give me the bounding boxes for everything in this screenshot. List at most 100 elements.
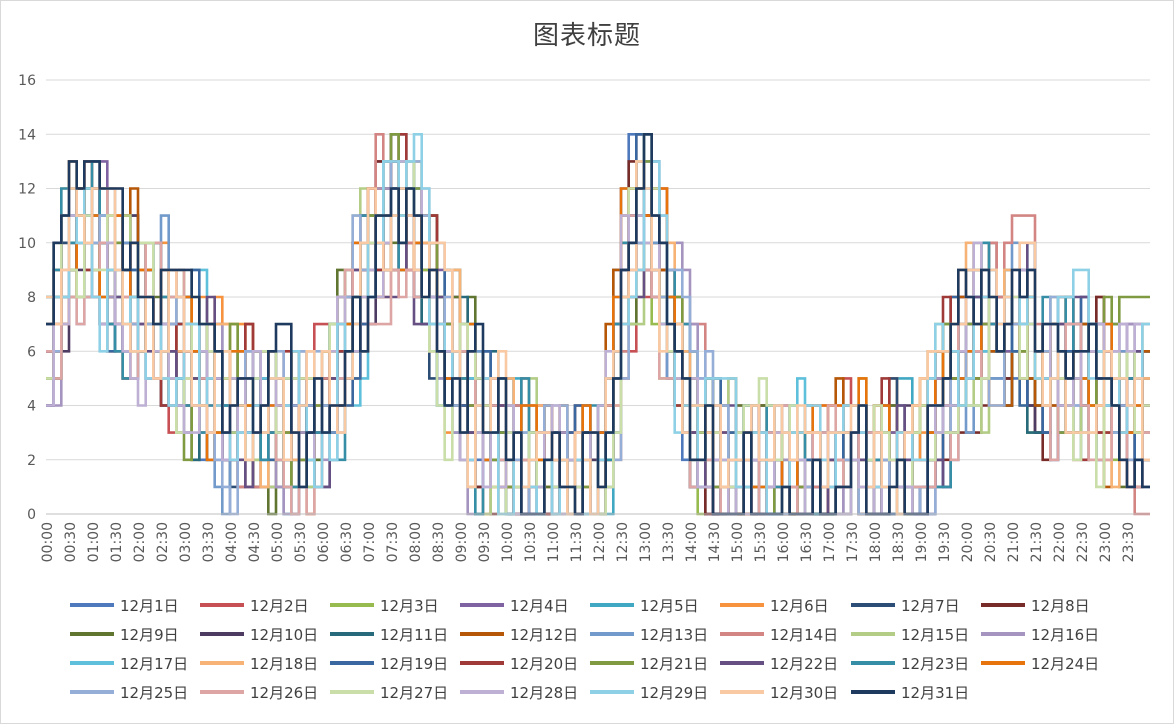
legend-item: 12月16日 bbox=[981, 626, 1099, 644]
legend-label: 12月12日 bbox=[510, 626, 578, 644]
x-tick-label: 20:30 bbox=[983, 522, 999, 562]
x-tick-label: 21:00 bbox=[1006, 522, 1022, 562]
x-tick-label: 20:00 bbox=[960, 522, 976, 562]
x-tick-label: 21:30 bbox=[1029, 522, 1045, 562]
x-tick-label: 17:30 bbox=[845, 522, 861, 562]
legend-label: 12月2日 bbox=[250, 597, 309, 615]
x-tick-label: 19:00 bbox=[914, 522, 930, 562]
legend-item: 12月28日 bbox=[460, 684, 578, 702]
legend-label: 12月10日 bbox=[250, 626, 318, 644]
legend-label: 12月8日 bbox=[1031, 597, 1090, 615]
y-tick-label: 4 bbox=[27, 399, 36, 415]
y-tick-label: 12 bbox=[18, 182, 36, 198]
x-tick-label: 09:00 bbox=[454, 522, 470, 562]
legend-item: 12月25日 bbox=[70, 684, 188, 702]
x-tick-label: 00:00 bbox=[40, 522, 56, 562]
legend-label: 12月17日 bbox=[120, 655, 188, 673]
x-tick-label: 06:30 bbox=[339, 522, 355, 562]
x-tick-label: 01:30 bbox=[109, 522, 125, 562]
x-tick-label: 02:00 bbox=[132, 522, 148, 562]
x-tick-label: 13:30 bbox=[661, 522, 677, 562]
legend-item: 12月11日 bbox=[330, 626, 448, 644]
legend-item: 12月18日 bbox=[200, 655, 318, 673]
legend-label: 12月25日 bbox=[120, 684, 188, 702]
x-tick-label: 19:30 bbox=[937, 522, 953, 562]
legend-label: 12月4日 bbox=[510, 597, 569, 615]
x-tick-label: 15:30 bbox=[753, 522, 769, 562]
x-tick-label: 16:30 bbox=[799, 522, 815, 562]
y-tick-label: 6 bbox=[27, 344, 36, 360]
legend-label: 12月15日 bbox=[901, 626, 969, 644]
legend-label: 12月1日 bbox=[120, 597, 179, 615]
legend-label: 12月11日 bbox=[380, 626, 448, 644]
legend-item: 12月31日 bbox=[851, 684, 969, 702]
legend-item: 12月19日 bbox=[330, 655, 448, 673]
x-tick-label: 22:30 bbox=[1075, 522, 1091, 562]
legend-label: 12月31日 bbox=[901, 684, 969, 702]
legend-label: 12月13日 bbox=[640, 626, 708, 644]
legend-item: 12月24日 bbox=[981, 655, 1099, 673]
x-tick-label: 08:30 bbox=[431, 522, 447, 562]
x-tick-label: 16:00 bbox=[776, 522, 792, 562]
legend-item: 12月27日 bbox=[330, 684, 448, 702]
legend-label: 12月20日 bbox=[510, 655, 578, 673]
x-tick-label: 08:00 bbox=[408, 522, 424, 562]
x-tick-label: 17:00 bbox=[822, 522, 838, 562]
legend-label: 12月18日 bbox=[250, 655, 318, 673]
legend-item: 12月7日 bbox=[851, 597, 960, 615]
x-tick-label: 13:00 bbox=[638, 522, 654, 562]
x-tick-label: 11:30 bbox=[569, 522, 585, 562]
x-tick-label: 15:00 bbox=[730, 522, 746, 562]
x-tick-label: 04:30 bbox=[247, 522, 263, 562]
legend-item: 12月21日 bbox=[590, 655, 708, 673]
legend-item: 12月23日 bbox=[851, 655, 969, 673]
legend-item: 12月9日 bbox=[70, 626, 179, 644]
legend-label: 12月22日 bbox=[770, 655, 838, 673]
x-tick-label: 05:00 bbox=[270, 522, 286, 562]
x-tick-label: 23:30 bbox=[1121, 522, 1137, 562]
y-tick-label: 0 bbox=[27, 507, 36, 523]
legend-item: 12月22日 bbox=[720, 655, 838, 673]
legend-item: 12月26日 bbox=[200, 684, 318, 702]
legend-label: 12月28日 bbox=[510, 684, 578, 702]
x-tick-label: 04:00 bbox=[224, 522, 240, 562]
y-tick-label: 8 bbox=[27, 290, 36, 306]
x-tick-label: 12:00 bbox=[592, 522, 608, 562]
x-tick-label: 10:30 bbox=[523, 522, 539, 562]
legend-item: 12月30日 bbox=[720, 684, 838, 702]
legend-item: 12月6日 bbox=[720, 597, 829, 615]
legend-item: 12月2日 bbox=[200, 597, 309, 615]
legend-item: 12月17日 bbox=[70, 655, 188, 673]
legend-label: 12月3日 bbox=[380, 597, 439, 615]
x-tick-label: 07:00 bbox=[362, 522, 378, 562]
legend-label: 12月23日 bbox=[901, 655, 969, 673]
legend-item: 12月12日 bbox=[460, 626, 578, 644]
x-tick-label: 22:00 bbox=[1052, 522, 1068, 562]
x-tick-label: 12:30 bbox=[615, 522, 631, 562]
x-tick-label: 03:30 bbox=[201, 522, 217, 562]
x-tick-label: 03:00 bbox=[178, 522, 194, 562]
x-tick-label: 18:00 bbox=[868, 522, 884, 562]
legend-label: 12月24日 bbox=[1031, 655, 1099, 673]
x-tick-label: 14:00 bbox=[684, 522, 700, 562]
legend-label: 12月5日 bbox=[640, 597, 699, 615]
chart-title: 图表标题 bbox=[532, 21, 641, 51]
legend-item: 12月5日 bbox=[590, 597, 699, 615]
series-lines bbox=[46, 133, 1150, 516]
legend-label: 12月30日 bbox=[770, 684, 838, 702]
x-tick-label: 11:00 bbox=[546, 522, 562, 562]
x-tick-label: 06:00 bbox=[316, 522, 332, 562]
x-tick-label: 05:30 bbox=[293, 522, 309, 562]
legend-label: 12月29日 bbox=[640, 684, 708, 702]
x-tick-label: 02:30 bbox=[155, 522, 171, 562]
x-tick-label: 09:30 bbox=[477, 522, 493, 562]
x-tick-label: 07:30 bbox=[385, 522, 401, 562]
legend-item: 12月3日 bbox=[330, 597, 439, 615]
legend-label: 12月26日 bbox=[250, 684, 318, 702]
x-tick-label: 23:00 bbox=[1098, 522, 1114, 562]
x-tick-label: 01:00 bbox=[86, 522, 102, 562]
legend-item: 12月20日 bbox=[460, 655, 578, 673]
legend-label: 12月27日 bbox=[380, 684, 448, 702]
y-tick-label: 14 bbox=[18, 127, 36, 143]
